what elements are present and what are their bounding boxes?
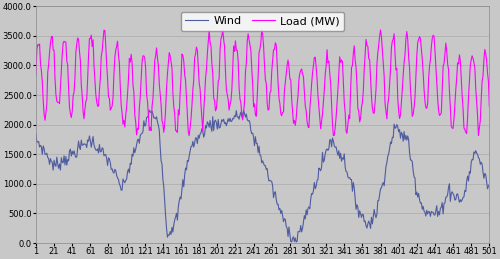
Load (MW) (332, 134, 338, 137)
Wind (146, 109, 152, 112)
Wind (326, 138, 332, 141)
Wind (410, 169, 416, 172)
Load (MW) (476, 134, 482, 137)
Wind (199, 127, 205, 130)
Line: Load (MW): Load (MW) (36, 30, 490, 136)
Load (MW) (410, 115, 416, 118)
Load (MW) (33, 73, 39, 76)
Wind (33, 132, 39, 135)
Legend: Wind, Load (MW): Wind, Load (MW) (181, 12, 344, 31)
Load (MW) (326, 60, 332, 63)
Line: Wind: Wind (36, 110, 490, 242)
Load (MW) (146, 113, 152, 116)
Wind (332, 146, 338, 149)
Wind (146, 114, 152, 117)
Wind (166, 233, 172, 236)
Load (MW) (486, 105, 492, 108)
Load (MW) (198, 103, 204, 106)
Wind (288, 240, 294, 243)
Load (MW) (220, 28, 226, 32)
Load (MW) (164, 73, 170, 76)
Wind (486, 183, 492, 186)
